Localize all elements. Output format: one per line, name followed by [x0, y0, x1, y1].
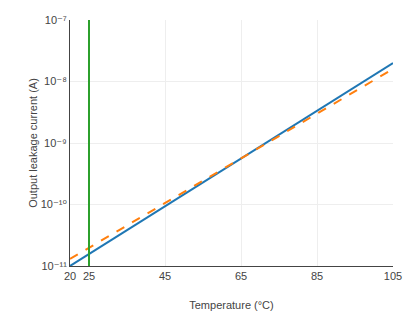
svg-text:Output leakage current (A): Output leakage current (A): [27, 78, 39, 208]
svg-text:10⁻¹⁰: 10⁻¹⁰: [41, 198, 68, 210]
svg-text:Temperature (°C): Temperature (°C): [189, 299, 273, 311]
svg-text:85: 85: [311, 270, 323, 282]
svg-text:10⁻⁹: 10⁻⁹: [44, 137, 67, 149]
svg-text:45: 45: [159, 270, 171, 282]
svg-text:10⁻⁷: 10⁻⁷: [45, 14, 67, 26]
svg-text:65: 65: [235, 270, 247, 282]
svg-text:10⁻⁸: 10⁻⁸: [44, 75, 67, 87]
svg-text:105: 105: [384, 270, 402, 282]
svg-text:10⁻¹¹: 10⁻¹¹: [41, 260, 67, 272]
svg-text:20: 20: [64, 270, 76, 282]
svg-text:25: 25: [83, 270, 95, 282]
